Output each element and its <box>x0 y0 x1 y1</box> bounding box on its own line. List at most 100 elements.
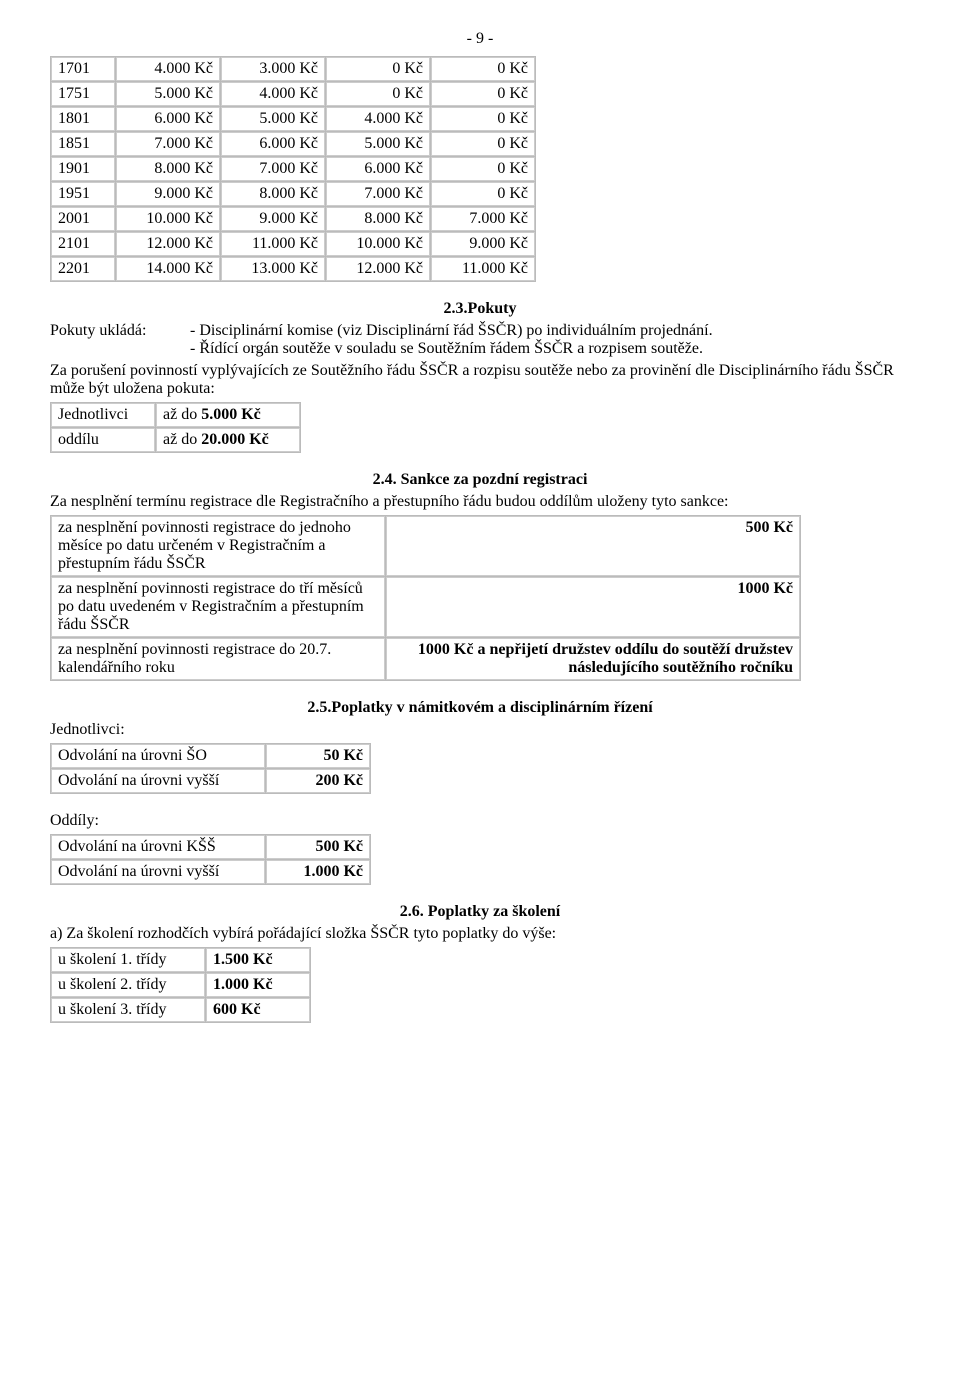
table-cell: 0 Kč <box>431 182 535 206</box>
table-cell: za nesplnění povinnosti registrace do 20… <box>51 638 385 680</box>
table-cell: 7.000 Kč <box>431 207 535 231</box>
table-cell: 1000 Kč a nepřijetí družstev oddílu do s… <box>386 638 800 680</box>
table-cell: za nesplnění povinnosti registrace do je… <box>51 516 385 576</box>
table-cell: 50 Kč <box>266 744 370 768</box>
table-cell: Odvolání na úrovni ŠO <box>51 744 265 768</box>
table-cell: 500 Kč <box>386 516 800 576</box>
table-cell: 7.000 Kč <box>116 132 220 156</box>
table-cell: 0 Kč <box>326 82 430 106</box>
pokuty-bullet-2: - Řídící orgán soutěže v souladu se Sout… <box>190 340 910 358</box>
table-cell: 1.500 Kč <box>206 948 310 972</box>
table-row: za nesplnění povinnosti registrace do je… <box>51 516 800 576</box>
table-cell: 7.000 Kč <box>221 157 325 181</box>
table-cell: u školení 1. třídy <box>51 948 205 972</box>
table-cell: 0 Kč <box>431 157 535 181</box>
table-cell: 8.000 Kč <box>116 157 220 181</box>
table-cell: 6.000 Kč <box>221 132 325 156</box>
table-cell: 1000 Kč <box>386 577 800 637</box>
table-cell: 6.000 Kč <box>116 107 220 131</box>
table-cell: 4.000 Kč <box>326 107 430 131</box>
oddily-label: Oddíly: <box>50 812 910 830</box>
table-cell: 0 Kč <box>431 132 535 156</box>
table-cell: 14.000 Kč <box>116 257 220 281</box>
table-cell: 0 Kč <box>431 82 535 106</box>
table-cell: Odvolání na úrovni vyšší <box>51 860 265 884</box>
table-row: 220114.000 Kč13.000 Kč12.000 Kč11.000 Kč <box>51 257 535 281</box>
sankce-table: za nesplnění povinnosti registrace do je… <box>50 515 801 681</box>
table-cell: 0 Kč <box>431 57 535 81</box>
table-row: za nesplnění povinnosti registrace do 20… <box>51 638 800 680</box>
table-cell: 4.000 Kč <box>221 82 325 106</box>
table-row: Odvolání na úrovni ŠO50 Kč <box>51 744 370 768</box>
skoleni-intro: a) Za školení rozhodčích vybírá pořádají… <box>50 925 910 943</box>
table-cell: 0 Kč <box>431 107 535 131</box>
table-cell: 6.000 Kč <box>326 157 430 181</box>
table-cell: u školení 2. třídy <box>51 973 205 997</box>
table-cell: 4.000 Kč <box>116 57 220 81</box>
table-cell: 9.000 Kč <box>431 232 535 256</box>
oddily-table: Odvolání na úrovni KŠŠ500 KčOdvolání na … <box>50 834 371 885</box>
table-cell: u školení 3. třídy <box>51 998 205 1022</box>
table-cell: 9.000 Kč <box>221 207 325 231</box>
table-cell: 1951 <box>51 182 115 206</box>
table-cell: 5.000 Kč <box>221 107 325 131</box>
table-cell: 200 Kč <box>266 769 370 793</box>
table-cell: 600 Kč <box>206 998 310 1022</box>
table-cell: 1.000 Kč <box>266 860 370 884</box>
table-row: Odvolání na úrovni KŠŠ500 Kč <box>51 835 370 859</box>
table-row: 17014.000 Kč3.000 Kč0 Kč0 Kč <box>51 57 535 81</box>
section-2-5-title: 2.5.Poplatky v námitkovém a disciplinárn… <box>50 699 910 717</box>
table-row: u školení 2. třídy1.000 Kč <box>51 973 310 997</box>
table-row: 17515.000 Kč4.000 Kč0 Kč0 Kč <box>51 82 535 106</box>
table-cell: 3.000 Kč <box>221 57 325 81</box>
table-cell: oddílu <box>51 428 155 452</box>
table-cell: 1801 <box>51 107 115 131</box>
table-cell: 1751 <box>51 82 115 106</box>
jednotlivci-table: Odvolání na úrovni ŠO50 KčOdvolání na úr… <box>50 743 371 794</box>
pokuty-uklada-label: Pokuty ukládá: <box>50 322 190 358</box>
table-cell: 2001 <box>51 207 115 231</box>
table-cell: 5.000 Kč <box>326 132 430 156</box>
table-cell: 8.000 Kč <box>221 182 325 206</box>
table-row: 19519.000 Kč8.000 Kč7.000 Kč0 Kč <box>51 182 535 206</box>
table-cell: 12.000 Kč <box>326 257 430 281</box>
table-row: za nesplnění povinnosti registrace do tř… <box>51 577 800 637</box>
table-cell: Jednotlivci <box>51 403 155 427</box>
table-cell: 1901 <box>51 157 115 181</box>
table-cell: 13.000 Kč <box>221 257 325 281</box>
table-cell: 5.000 Kč <box>116 82 220 106</box>
table-cell: 1701 <box>51 57 115 81</box>
pokuty-bullet-1: - Disciplinární komise (viz Disciplinárn… <box>190 322 910 340</box>
table-row: 200110.000 Kč9.000 Kč8.000 Kč7.000 Kč <box>51 207 535 231</box>
table-row: u školení 1. třídy1.500 Kč <box>51 948 310 972</box>
table-row: Odvolání na úrovni vyšší200 Kč <box>51 769 370 793</box>
table-cell: 12.000 Kč <box>116 232 220 256</box>
table-cell: až do 5.000 Kč <box>156 403 300 427</box>
table-cell: Odvolání na úrovni KŠŠ <box>51 835 265 859</box>
section-2-6-title: 2.6. Poplatky za školení <box>50 903 910 921</box>
table-row: u školení 3. třídy600 Kč <box>51 998 310 1022</box>
pokuty-paragraph: Za porušení povinností vyplývajících ze … <box>50 362 910 398</box>
table-row: 210112.000 Kč11.000 Kč10.000 Kč9.000 Kč <box>51 232 535 256</box>
page-number: - 9 - <box>50 30 910 48</box>
table-row: 18517.000 Kč6.000 Kč5.000 Kč0 Kč <box>51 132 535 156</box>
table-cell: Odvolání na úrovni vyšší <box>51 769 265 793</box>
sankce-intro: Za nesplnění termínu registrace dle Regi… <box>50 493 910 511</box>
fines-table: Jednotlivciaž do 5.000 Kčoddíluaž do 20.… <box>50 402 301 453</box>
table-cell: 11.000 Kč <box>431 257 535 281</box>
table-cell: 8.000 Kč <box>326 207 430 231</box>
table-cell: 1.000 Kč <box>206 973 310 997</box>
section-2-3-title: 2.3.Pokuty <box>50 300 910 318</box>
rates-table: 17014.000 Kč3.000 Kč0 Kč0 Kč17515.000 Kč… <box>50 56 536 282</box>
section-2-4-title: 2.4. Sankce za pozdní registraci <box>50 471 910 489</box>
table-row: Odvolání na úrovni vyšší1.000 Kč <box>51 860 370 884</box>
table-cell: 9.000 Kč <box>116 182 220 206</box>
table-cell: 0 Kč <box>326 57 430 81</box>
table-cell: 7.000 Kč <box>326 182 430 206</box>
table-cell: 2201 <box>51 257 115 281</box>
table-cell: až do 20.000 Kč <box>156 428 300 452</box>
table-cell: 11.000 Kč <box>221 232 325 256</box>
skoleni-table: u školení 1. třídy1.500 Kču školení 2. t… <box>50 947 311 1023</box>
table-cell: 2101 <box>51 232 115 256</box>
table-cell: 10.000 Kč <box>116 207 220 231</box>
